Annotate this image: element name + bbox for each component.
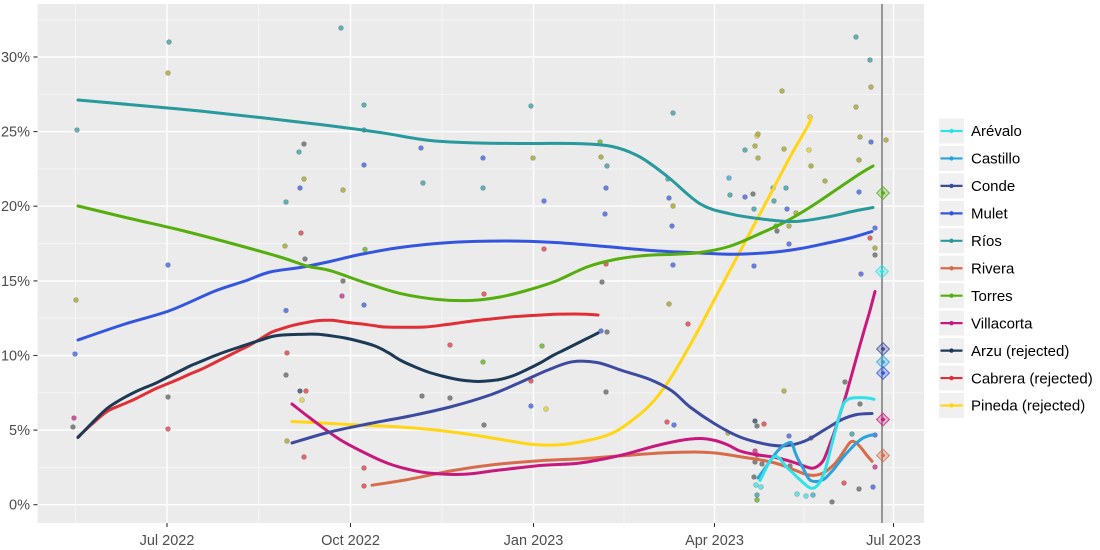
svg-text:Jul 2022: Jul 2022 — [140, 533, 195, 549]
svg-text:Castillo: Castillo — [971, 151, 1020, 168]
svg-text:Arévalo: Arévalo — [971, 123, 1022, 140]
svg-text:Oct 2022: Oct 2022 — [321, 533, 380, 549]
svg-text:30%: 30% — [1, 50, 30, 66]
svg-text:Cabrera (rejected): Cabrera (rejected) — [971, 370, 1093, 387]
svg-text:Jul 2023: Jul 2023 — [866, 533, 921, 549]
svg-text:Arzu (rejected): Arzu (rejected) — [971, 343, 1069, 360]
svg-text:Jan 2023: Jan 2023 — [504, 533, 564, 549]
svg-text:Apr 2023: Apr 2023 — [685, 533, 744, 549]
svg-text:Pineda (rejected): Pineda (rejected) — [971, 398, 1085, 415]
svg-text:15%: 15% — [1, 274, 30, 290]
svg-text:Villacorta: Villacorta — [971, 315, 1033, 332]
svg-text:Mulet: Mulet — [971, 206, 1009, 223]
svg-text:Ríos: Ríos — [971, 233, 1002, 250]
svg-text:Rivera: Rivera — [971, 260, 1015, 277]
svg-text:0%: 0% — [9, 498, 30, 514]
svg-text:5%: 5% — [9, 423, 30, 439]
svg-text:Conde: Conde — [971, 178, 1015, 195]
svg-text:Torres: Torres — [971, 288, 1013, 305]
svg-text:25%: 25% — [1, 125, 30, 141]
svg-text:20%: 20% — [1, 199, 30, 215]
svg-text:10%: 10% — [1, 349, 30, 365]
